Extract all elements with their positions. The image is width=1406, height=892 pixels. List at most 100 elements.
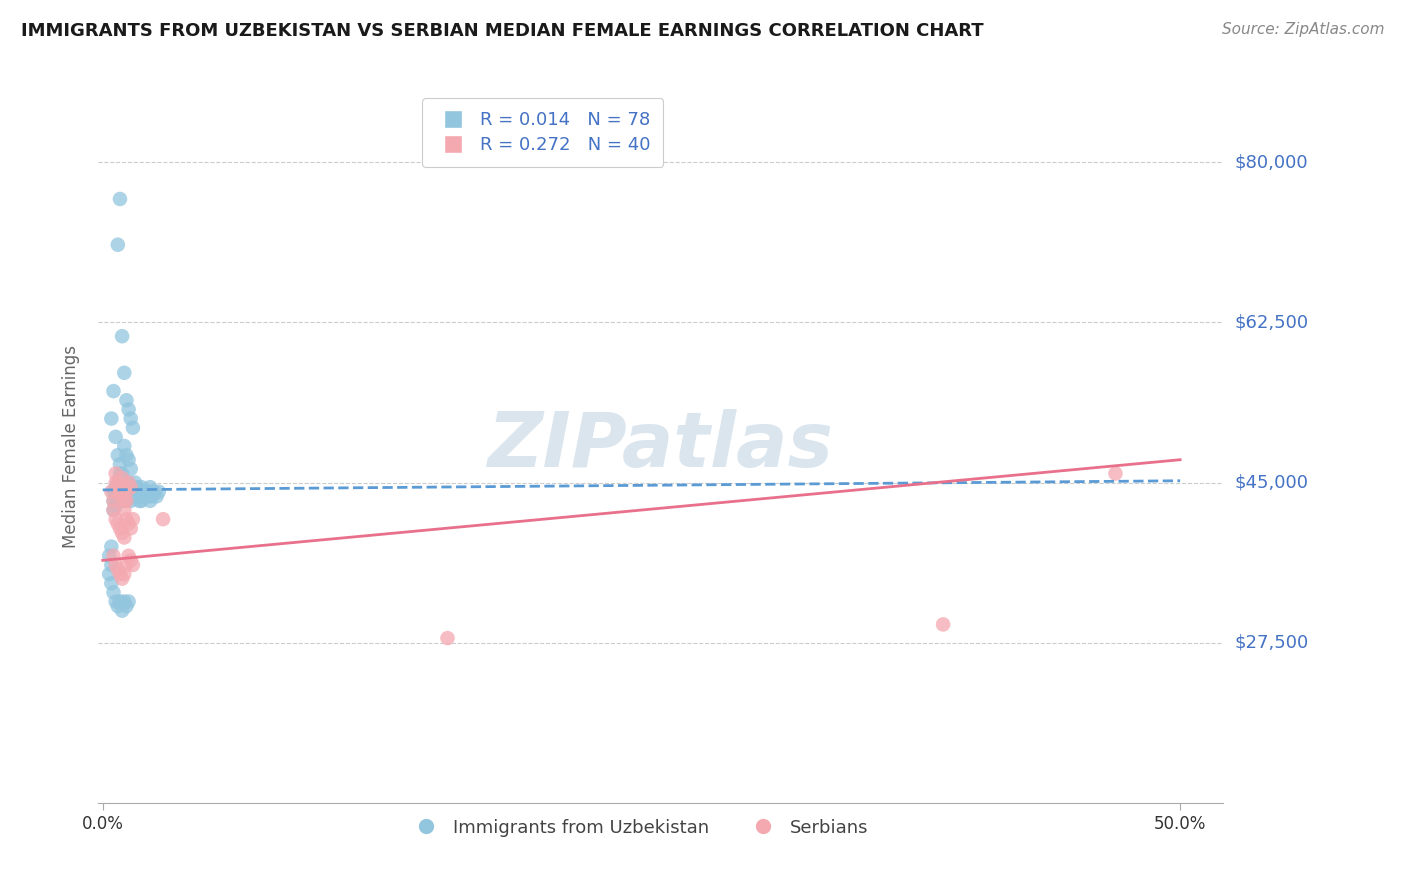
Point xyxy=(152,512,174,526)
Point xyxy=(136,484,159,499)
Point xyxy=(139,494,162,508)
Point xyxy=(112,489,135,503)
Point xyxy=(103,494,125,508)
Point xyxy=(111,471,134,485)
Point xyxy=(111,484,134,499)
Point xyxy=(107,494,129,508)
Point xyxy=(103,549,125,563)
Point xyxy=(136,489,159,503)
Point xyxy=(104,594,127,608)
Point xyxy=(108,594,131,608)
Point xyxy=(104,475,127,490)
Point xyxy=(436,631,458,645)
Point xyxy=(112,475,135,490)
Point xyxy=(127,489,149,503)
Point xyxy=(115,480,138,494)
Point xyxy=(112,531,135,545)
Point xyxy=(107,562,129,576)
Point xyxy=(932,617,955,632)
Text: $45,000: $45,000 xyxy=(1234,474,1309,491)
Point xyxy=(115,558,138,572)
Point xyxy=(107,516,129,531)
Text: $62,500: $62,500 xyxy=(1234,313,1309,332)
Point xyxy=(117,549,139,563)
Point xyxy=(135,484,157,499)
Point xyxy=(1104,467,1126,481)
Point xyxy=(100,411,122,425)
Point xyxy=(145,489,167,503)
Point xyxy=(103,503,125,517)
Point xyxy=(115,494,138,508)
Point xyxy=(111,484,134,499)
Point xyxy=(115,512,138,526)
Point xyxy=(108,494,131,508)
Point xyxy=(120,521,142,535)
Point xyxy=(108,480,131,494)
Point xyxy=(111,467,134,481)
Point xyxy=(111,471,134,485)
Point xyxy=(103,484,125,499)
Point xyxy=(120,411,142,425)
Point xyxy=(122,420,145,434)
Point xyxy=(107,480,129,494)
Legend: Immigrants from Uzbekistan, Serbians: Immigrants from Uzbekistan, Serbians xyxy=(401,812,876,844)
Point xyxy=(117,475,139,490)
Point xyxy=(115,393,138,408)
Point xyxy=(104,499,127,513)
Point xyxy=(122,489,145,503)
Point xyxy=(135,489,157,503)
Text: $27,500: $27,500 xyxy=(1234,633,1309,652)
Point xyxy=(107,448,129,462)
Point xyxy=(122,558,145,572)
Point xyxy=(117,402,139,417)
Point xyxy=(127,480,149,494)
Point xyxy=(112,567,135,582)
Point xyxy=(111,525,134,540)
Point xyxy=(112,503,135,517)
Point xyxy=(117,452,139,467)
Point xyxy=(120,480,142,494)
Point xyxy=(115,599,138,613)
Point xyxy=(104,489,127,503)
Point xyxy=(98,549,121,563)
Point xyxy=(108,467,131,481)
Point xyxy=(115,494,138,508)
Point xyxy=(124,484,146,499)
Point xyxy=(112,494,135,508)
Point xyxy=(107,475,129,490)
Point xyxy=(131,494,153,508)
Point xyxy=(107,475,129,490)
Y-axis label: Median Female Earnings: Median Female Earnings xyxy=(62,344,80,548)
Point xyxy=(112,439,135,453)
Point xyxy=(122,512,145,526)
Point xyxy=(111,489,134,503)
Point xyxy=(104,512,127,526)
Point xyxy=(100,540,122,554)
Point xyxy=(108,192,131,206)
Point xyxy=(120,494,142,508)
Point xyxy=(115,448,138,462)
Point xyxy=(120,480,142,494)
Point xyxy=(104,467,127,481)
Point xyxy=(98,567,121,582)
Point xyxy=(112,366,135,380)
Point xyxy=(128,494,150,508)
Point xyxy=(112,484,135,499)
Point xyxy=(141,489,163,503)
Point xyxy=(143,484,166,499)
Point xyxy=(111,329,134,343)
Point xyxy=(108,458,131,472)
Point xyxy=(117,594,139,608)
Text: ZIPatlas: ZIPatlas xyxy=(488,409,834,483)
Point xyxy=(111,604,134,618)
Point xyxy=(104,480,127,494)
Point xyxy=(108,521,131,535)
Point xyxy=(103,494,125,508)
Point xyxy=(111,572,134,586)
Point xyxy=(124,475,146,490)
Point xyxy=(100,576,122,591)
Point xyxy=(107,599,129,613)
Point xyxy=(141,484,163,499)
Point xyxy=(108,489,131,503)
Point xyxy=(104,430,127,444)
